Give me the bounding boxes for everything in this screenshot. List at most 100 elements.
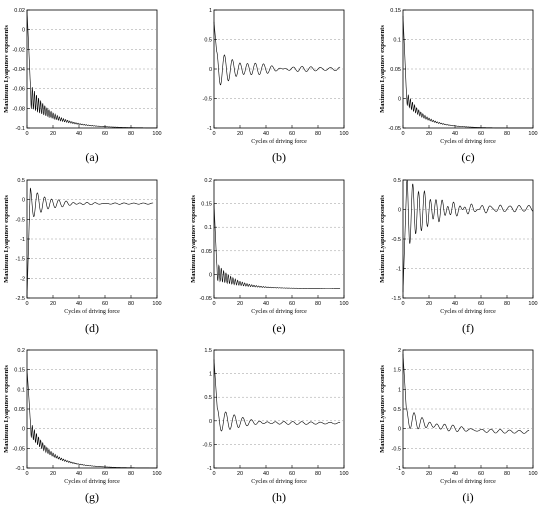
x-tick-label: 20 [426,301,432,307]
panel-caption: (i) [462,490,474,504]
y-tick-label: 0.5 [17,178,25,184]
y-tick-label: 0.05 [390,67,401,73]
x-axis-label: Cycles of driving force [64,308,120,315]
x-tick-label: 0 [212,471,215,477]
panel-caption: (f) [462,321,474,335]
x-tick-label: 0 [401,131,404,137]
x-tick-label: 80 [315,471,321,477]
x-tick-label: 80 [315,131,321,137]
y-tick-label: -0.1 [16,126,25,132]
x-tick-label: 40 [76,131,82,137]
x-tick-label: 0 [25,131,28,137]
x-tick-label: 60 [289,301,295,307]
y-tick-label: 0.1 [204,225,212,231]
y-tick-label: -1 [207,126,212,132]
y-axis-label: Maximum Lyapunov exponents [3,195,10,283]
x-axis-label: Cycles of driving force [251,138,307,145]
panel-a: 0.020-0.02-0.04-0.06-0.08-0.10 20 40 60 80 10… [3,8,162,137]
x-tick-label: 100 [528,471,537,477]
y-tick-label: 1 [398,387,401,393]
y-tick-label: 0.1 [17,387,25,393]
x-tick-label: 20 [237,471,243,477]
y-tick-label: 0.5 [204,38,212,44]
x-axis-label: Cycles of driving force [440,138,496,145]
x-tick-label: 0 [212,301,215,307]
y-tick-label: -0.06 [12,87,25,93]
y-tick-label: 0 [398,427,401,433]
x-tick-label: 100 [339,131,348,137]
y-axis-label: Maximum Lyapunov exponents [3,365,10,453]
plot-frame [213,179,345,299]
y-tick-label: -0.5 [203,442,212,448]
x-axis-label: Cycles of driving force [440,308,496,315]
series-line [402,15,533,129]
series-line [213,203,341,289]
series-line [402,179,534,293]
y-tick-label: -1.5 [392,296,401,302]
y-tick-label: -0.1 [16,466,25,472]
x-tick-label: 100 [152,471,161,477]
y-axis-label: Maximum Lyapunov exponents [3,25,10,113]
y-tick-label: 0.2 [204,178,212,184]
y-tick-label: 0.02 [14,8,25,14]
x-tick-label: 40 [76,471,82,477]
y-tick-label: 0.05 [14,407,25,413]
x-tick-label: 100 [528,301,537,307]
x-tick-label: 80 [504,131,510,137]
x-tick-label: 80 [128,301,134,307]
x-axis-label: Cycles of driving force [440,478,496,485]
x-axis-label: Cycles of driving force [251,308,307,315]
y-tick-label: -1.5 [16,257,25,263]
series-line [213,359,341,432]
y-tick-label: 1 [209,8,212,14]
y-tick-label: 0.5 [393,407,401,413]
x-tick-label: 60 [478,131,484,137]
y-axis-label: Maximum Lyapunov exponents [379,365,386,453]
x-tick-label: 20 [426,131,432,137]
series-line [26,9,157,129]
y-tick-label: -0.04 [12,67,25,73]
y-tick-label: -0.05 [388,126,401,132]
x-tick-label: 80 [128,471,134,477]
y-tick-label: 0.15 [390,8,401,14]
y-tick-label: -1 [207,466,212,472]
x-tick-label: 60 [478,471,484,477]
y-tick-label: -0.5 [392,446,401,452]
x-tick-label: 80 [504,471,510,477]
panel-caption: (e) [272,321,286,335]
x-tick-label: 0 [25,301,28,307]
x-tick-label: 60 [102,131,108,137]
x-tick-label: 60 [289,471,295,477]
panel-caption: (c) [461,150,475,164]
x-tick-label: 80 [128,131,134,137]
y-axis-label: Maximum Lyapunov exponents [379,25,386,113]
x-tick-label: 20 [50,471,56,477]
x-tick-label: 20 [426,471,432,477]
panel-caption: (d) [85,321,99,335]
y-tick-label: 0 [22,427,25,433]
x-tick-label: 80 [504,301,510,307]
series-line [26,369,157,469]
y-tick-label: 0 [22,198,25,204]
y-tick-label: 0 [398,208,401,214]
plot-frame [213,349,345,469]
y-tick-label: 0 [209,272,212,278]
x-tick-label: 60 [102,471,108,477]
x-axis-label: Cycles of driving force [64,478,120,485]
x-tick-label: 60 [289,131,295,137]
y-tick-label: -1 [396,466,401,472]
x-tick-label: 40 [76,301,82,307]
y-tick-label: 0.5 [204,395,212,401]
panel-caption: (a) [85,150,99,164]
x-tick-label: 60 [102,301,108,307]
y-tick-label: -2.5 [16,296,25,302]
x-tick-label: 40 [452,301,458,307]
series-line [213,21,341,86]
panel-caption: (b) [272,150,286,164]
series-line [402,353,530,434]
x-tick-label: 40 [263,131,269,137]
